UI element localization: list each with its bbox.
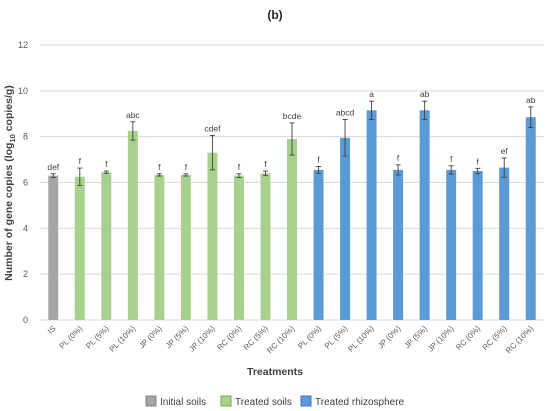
x-tick-label: RC (0%): [215, 324, 243, 352]
y-tick-label: 4: [23, 223, 28, 233]
bar: [127, 130, 138, 320]
bar: [48, 175, 59, 320]
significance-letter: f: [397, 153, 400, 163]
significance-letter: f: [317, 154, 320, 164]
bars: [48, 110, 536, 320]
bar: [74, 176, 85, 320]
significance-letter: ef: [501, 146, 509, 156]
error-bars: [50, 100, 534, 186]
x-tick-label: JP (10%): [187, 324, 217, 354]
significance-letter: f: [264, 159, 267, 169]
significance-letter: abc: [126, 110, 140, 120]
bar: [260, 173, 271, 320]
significance-letter: cdef: [204, 124, 221, 134]
x-tick-label: IS: [46, 324, 58, 336]
significance-letter: f: [185, 162, 188, 172]
y-tick-label: 8: [23, 132, 28, 142]
significance-letter: ab: [420, 89, 430, 99]
x-tick-label: PL (10%): [108, 324, 138, 354]
legend-swatch-treated-soils: [220, 395, 232, 407]
y-tick-label: 12: [18, 40, 28, 50]
x-tick-label: JP (0%): [376, 324, 403, 351]
bar: [313, 169, 324, 320]
x-tick-label: JP (10%): [426, 324, 456, 354]
legend-label-treated-soils: Treated soils: [235, 397, 292, 408]
bar: [499, 167, 510, 320]
bar: [366, 110, 377, 320]
y-tick-label: 10: [18, 86, 28, 96]
significance-letter: bcde: [283, 111, 302, 121]
significance-letter: a: [369, 89, 374, 99]
y-tick-label: 0: [23, 315, 28, 325]
bar: [101, 172, 112, 320]
x-tick-label: JP (0%): [137, 324, 164, 351]
significance-letter: f: [450, 154, 453, 164]
bar: [207, 152, 218, 320]
significance-letter: ab: [526, 95, 536, 105]
y-tick-label: 6: [23, 178, 28, 188]
y-axis-title-subscript: 10: [8, 134, 17, 142]
x-tick-label: PL (0%): [296, 324, 323, 351]
legend-swatch-initial-soils: [145, 395, 157, 407]
significance-letter: f: [158, 162, 161, 172]
x-tick-label: JP (5%): [164, 324, 191, 351]
x-tick-label: PL (10%): [346, 324, 376, 354]
legend-swatch-treated-rhizosphere: [300, 395, 312, 407]
legend-label-treated-rhizosphere: Treated rhizosphere: [315, 397, 405, 408]
significance-letter: f: [105, 159, 108, 169]
x-axis-categories: IS PL (0%) PL (5%)PL (10%) JP (0%) JP (5%)JP…: [46, 324, 535, 355]
bar: [525, 117, 536, 320]
bar: [340, 137, 351, 320]
significance-letters: def f f abc f f cdef f f bcde f abcd a f ab f f ef ab: [47, 89, 535, 172]
bar: [180, 174, 191, 320]
legend: Initial soils Treated soils Treated rhiz…: [145, 395, 405, 408]
legend-label-initial-soils: Initial soils: [160, 397, 206, 408]
bar: [154, 174, 165, 320]
significance-letter: def: [47, 162, 59, 172]
panel-label: (b): [267, 8, 282, 22]
significance-letter: f: [476, 156, 479, 166]
bar: [472, 171, 483, 320]
y-axis-title: Number of gene copies (log10 copies/g): [3, 85, 17, 281]
bar: [419, 110, 430, 320]
bar: [287, 138, 297, 320]
y-axis-ticks: 0 2 4 6 8 10 12: [18, 40, 28, 325]
x-axis-title: Treatments: [247, 366, 303, 378]
x-tick-label: PL (0%): [58, 324, 85, 351]
x-tick-label: RC (10%): [265, 324, 296, 355]
bar: [446, 169, 457, 320]
bar: [233, 175, 244, 320]
x-tick-label: RC (10%): [504, 324, 535, 355]
significance-letter: abcd: [336, 107, 355, 117]
bar: [393, 169, 404, 320]
x-tick-label: JP (5%): [403, 324, 430, 351]
x-tick-label: RC (0%): [454, 324, 482, 352]
significance-letter: f: [79, 156, 82, 166]
significance-letter: f: [238, 162, 241, 172]
y-tick-label: 2: [23, 269, 28, 279]
